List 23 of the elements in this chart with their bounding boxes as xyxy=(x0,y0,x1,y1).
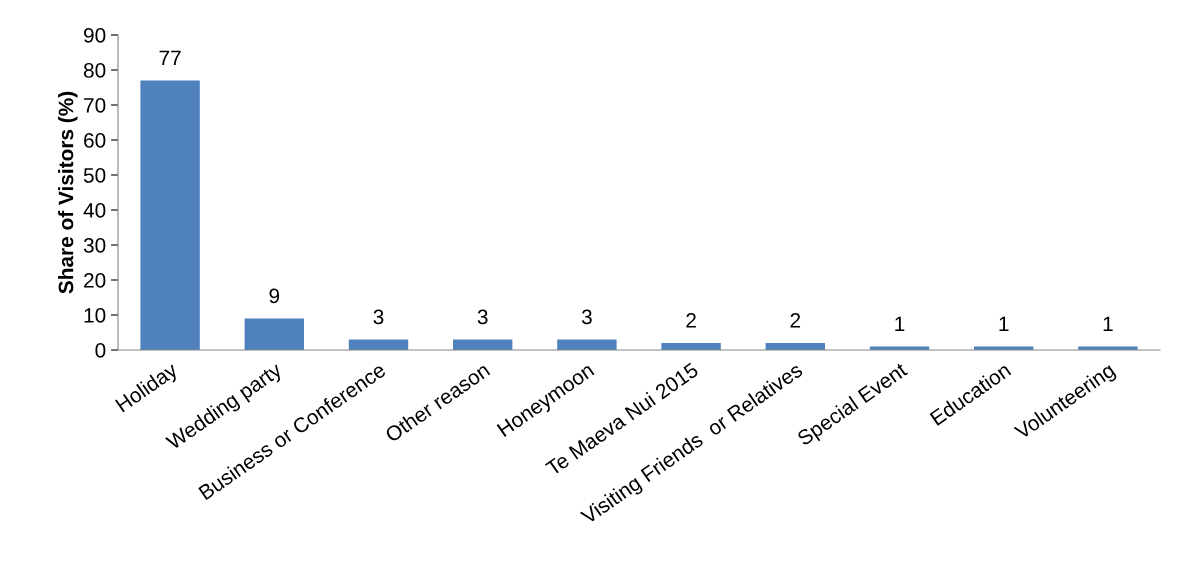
y-tick-label: 50 xyxy=(83,168,106,183)
y-tick-label: 80 xyxy=(83,63,106,78)
data-label: 9 xyxy=(269,288,280,304)
data-label: 3 xyxy=(477,309,488,325)
y-tick-label: 10 xyxy=(84,308,106,323)
y-tick-label: 70 xyxy=(84,98,106,113)
y-tick-label: 20 xyxy=(84,273,106,288)
data-label: 1 xyxy=(1103,316,1113,332)
y-tick-label: 40 xyxy=(83,203,106,218)
y-tick-label: 30 xyxy=(83,238,106,253)
data-label: 3 xyxy=(373,309,384,325)
data-label: 1 xyxy=(895,316,905,332)
data-label: 77 xyxy=(159,50,181,66)
y-tick-label: 90 xyxy=(84,28,106,43)
y-tick-label: 60 xyxy=(84,133,106,148)
bar xyxy=(244,318,304,350)
data-label: 2 xyxy=(790,313,801,328)
bar xyxy=(140,80,200,350)
data-label: 1 xyxy=(999,316,1009,332)
data-label: 2 xyxy=(686,313,696,328)
y-axis-title: Share of Visitors (%) xyxy=(58,91,78,294)
data-label: 3 xyxy=(581,309,592,325)
y-tick-label: 0 xyxy=(95,343,106,358)
